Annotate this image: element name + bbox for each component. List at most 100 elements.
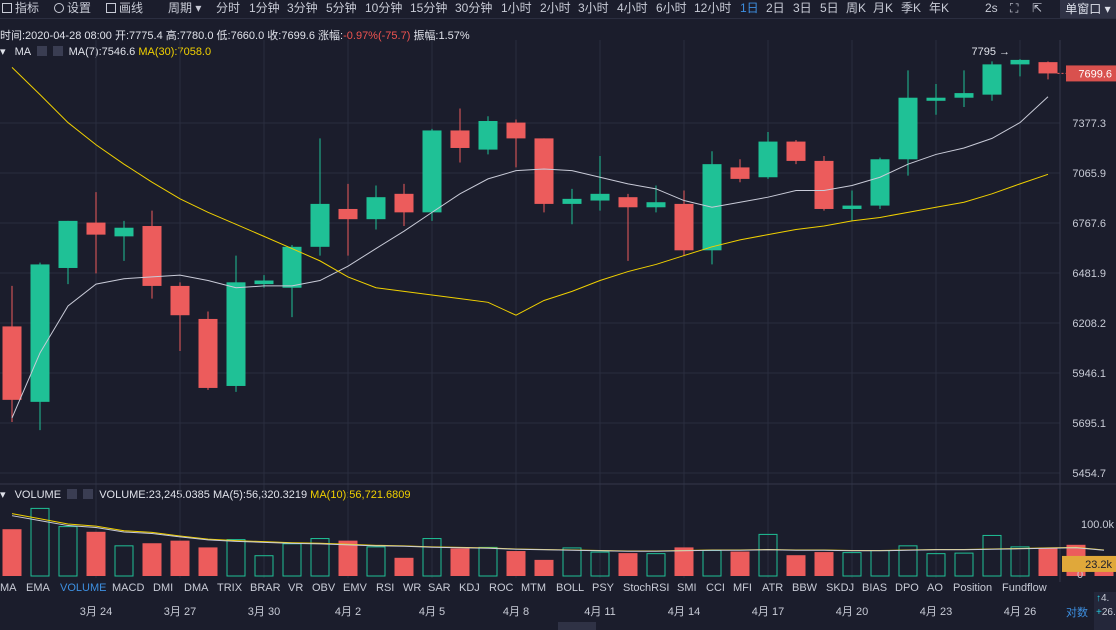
collapse-arrow-icon[interactable]: ▾ [0, 489, 6, 501]
settings-mini-icon[interactable] [67, 489, 78, 499]
interval-tab[interactable]: 3分钟 [287, 1, 318, 15]
indicator-tab[interactable]: VOLUME [60, 582, 107, 594]
indicator-tab[interactable]: AO [927, 582, 943, 594]
indicator-tab[interactable]: BBW [792, 582, 818, 594]
volume-bar [30, 507, 50, 577]
settings-button[interactable]: 设置 [54, 1, 91, 15]
indicators-button[interactable]: 指标 [2, 1, 39, 15]
date-tick-label: 4月 23 [919, 606, 953, 618]
last-price-label: 7699.6 [1078, 68, 1112, 80]
interval-tab[interactable]: 6小时 [656, 1, 687, 15]
ohlc-change-label: 涨幅: [318, 30, 344, 42]
interval-tab[interactable]: 15分钟 [410, 1, 448, 15]
interval-tab[interactable]: 分时 [216, 1, 241, 15]
interval-tab[interactable]: 3小时 [578, 1, 609, 15]
candle-body [338, 208, 358, 220]
window-mode-button[interactable]: 单窗口 ▾ [1060, 0, 1116, 18]
last-price-tag [1066, 65, 1116, 82]
collapse-icon[interactable]: ⇱ [1032, 1, 1043, 15]
candle-body [170, 285, 190, 316]
indicator-tab[interactable]: EMA [26, 582, 50, 594]
interval-tab[interactable]: 1小时 [501, 1, 532, 15]
ohlc-amplitude: 振幅:1.57% [413, 30, 470, 42]
volume-bar [422, 538, 442, 577]
candle-body [954, 93, 974, 98]
indicator-tab[interactable]: KDJ [459, 582, 480, 594]
indicator-tab[interactable]: SAR [428, 582, 451, 594]
indicator-tab[interactable]: CCI [706, 582, 725, 594]
indicator-tab[interactable]: BIAS [862, 582, 888, 594]
volume-bar [898, 545, 918, 577]
volume-bar [450, 548, 470, 576]
indicator-tab[interactable]: BRAR [250, 582, 281, 594]
interval-tab[interactable]: 年K [929, 1, 950, 15]
refresh-rate[interactable]: 2s [985, 1, 998, 15]
interval-tab[interactable]: 月K [873, 1, 894, 15]
candle-body [282, 246, 302, 288]
close-mini-icon[interactable] [52, 46, 63, 56]
ohlc-close: 收:7699.6 [267, 30, 315, 42]
settings-mini-icon[interactable] [36, 46, 47, 56]
interval-tab[interactable]: 12小时 [694, 1, 732, 15]
scroll-handle[interactable] [558, 622, 596, 630]
interval-tab[interactable]: 10分钟 [365, 1, 403, 15]
indicator-tab[interactable]: WR [403, 582, 422, 594]
date-tick-label: 3月 24 [79, 606, 113, 618]
interval-tab[interactable]: 5分钟 [326, 1, 357, 15]
ohlc-low: 低:7660.0 [216, 30, 265, 42]
candle-body [982, 64, 1002, 95]
interval-tab[interactable]: 5日 [820, 1, 839, 15]
indicator-tab[interactable]: PSY [592, 582, 615, 594]
candle-body [422, 130, 442, 213]
close-mini-icon[interactable] [83, 489, 94, 499]
candle-body [142, 226, 162, 286]
interval-tab[interactable]: 1日 [740, 1, 759, 15]
fullscreen-icon[interactable]: ⛶ [1010, 1, 1019, 15]
indicator-tab[interactable]: DMA [184, 582, 209, 594]
interval-tab[interactable]: 2日 [766, 1, 785, 15]
volume-bar [646, 553, 666, 577]
ma-name: MA [14, 46, 31, 58]
interval-tab[interactable]: 3日 [793, 1, 812, 15]
indicator-tab[interactable]: SMI [677, 582, 697, 594]
indicator-tab[interactable]: EMV [343, 582, 367, 594]
indicator-tab[interactable]: ATR [762, 582, 784, 594]
candle-body [562, 198, 582, 204]
indicator-tab[interactable]: MTM [521, 582, 547, 594]
indicator-tab[interactable]: BOLL [556, 582, 585, 594]
candle-body [478, 121, 498, 150]
indicator-tab[interactable]: RSI [376, 582, 395, 594]
interval-tab[interactable]: 周K [846, 1, 867, 15]
indicator-tab[interactable]: DPO [895, 582, 919, 594]
draw-button[interactable]: 画线 [106, 1, 143, 15]
volume-value: VOLUME:23,245.0385 [99, 489, 210, 501]
interval-tab[interactable]: 1分钟 [249, 1, 280, 15]
indicator-tab[interactable]: TRIX [217, 582, 243, 594]
interval-tab[interactable]: 季K [901, 1, 922, 15]
interval-tab[interactable]: 2小时 [540, 1, 571, 15]
period-dropdown[interactable]: 周期 ▾ [168, 1, 202, 15]
candle-body [450, 130, 470, 148]
indicator-tab[interactable]: Position [953, 582, 993, 594]
indicator-tab[interactable]: MACD [112, 582, 145, 594]
volume-bar [730, 551, 750, 576]
ma30-value: MA(30):7058.0 [138, 46, 212, 58]
candle-body [618, 197, 638, 208]
indicator-tab[interactable]: DMI [153, 582, 174, 594]
collapse-arrow-icon[interactable]: ▾ [0, 46, 6, 58]
indicator-tab[interactable]: StochRSI [623, 582, 670, 594]
indicator-tab[interactable]: MFI [733, 582, 752, 594]
indicator-tab[interactable]: MA [0, 582, 17, 594]
interval-tab[interactable]: 30分钟 [455, 1, 493, 15]
volume-bar [618, 553, 638, 576]
indicator-tab[interactable]: SKDJ [826, 582, 855, 594]
indicator-tab[interactable]: ROC [489, 582, 514, 594]
candle-body [758, 141, 778, 178]
indicator-tab[interactable]: Fundflow [1002, 582, 1047, 594]
interval-tab[interactable]: 4小时 [617, 1, 648, 15]
indicator-tab[interactable]: OBV [312, 582, 336, 594]
log-scale-toggle[interactable]: 对数 [1066, 607, 1088, 619]
indicator-tab[interactable]: VR [288, 582, 304, 594]
price-tick-label: 7065.9 [1072, 168, 1106, 180]
